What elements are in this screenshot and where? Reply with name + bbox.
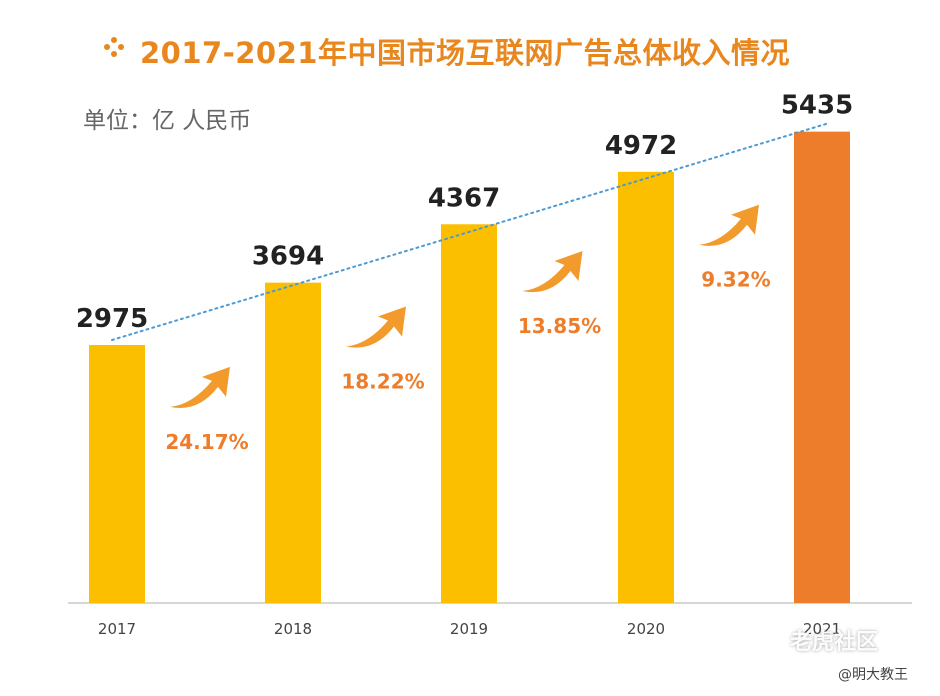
growth-arrow-icon (346, 306, 406, 348)
bar-2020 (618, 171, 674, 603)
value-label-2019: 4367 (428, 183, 500, 213)
value-label-2018: 3694 (252, 242, 324, 272)
bar-2021 (794, 131, 850, 604)
value-label-2017: 2975 (76, 304, 148, 334)
x-tick-label-2017: 2017 (98, 620, 136, 638)
trend-line (111, 122, 828, 341)
bar-2019 (441, 224, 497, 603)
growth-rate-label: 24.17% (165, 430, 248, 454)
value-label-2021: 5435 (781, 91, 853, 121)
watermark-site: 老虎社区 (790, 630, 879, 655)
diamond-bullet-icon (104, 37, 124, 57)
x-tick-label-2018: 2018 (274, 620, 312, 638)
bar-2017 (89, 344, 145, 603)
bar-2018 (265, 282, 321, 603)
x-tick-label-2021: 2021 (803, 620, 841, 638)
x-tick-label-2020: 2020 (627, 620, 665, 638)
watermark-author: @明大教王 (838, 667, 908, 683)
value-label-2020: 4972 (605, 131, 677, 161)
growth-rate-label: 18.22% (341, 369, 424, 393)
growth-arrow-icon (522, 251, 583, 293)
chart-title: 2017-2021年中国市场互联网广告总体收入情况 (140, 36, 790, 70)
x-tick-label-2019: 2019 (450, 620, 488, 638)
growth-arrow-icon (699, 204, 759, 246)
unit-label: 单位：亿 人民币 (83, 108, 252, 134)
growth-arrow-icon (170, 366, 230, 408)
growth-rate-label: 13.85% (518, 314, 601, 338)
growth-rate-label: 9.32% (701, 268, 770, 292)
